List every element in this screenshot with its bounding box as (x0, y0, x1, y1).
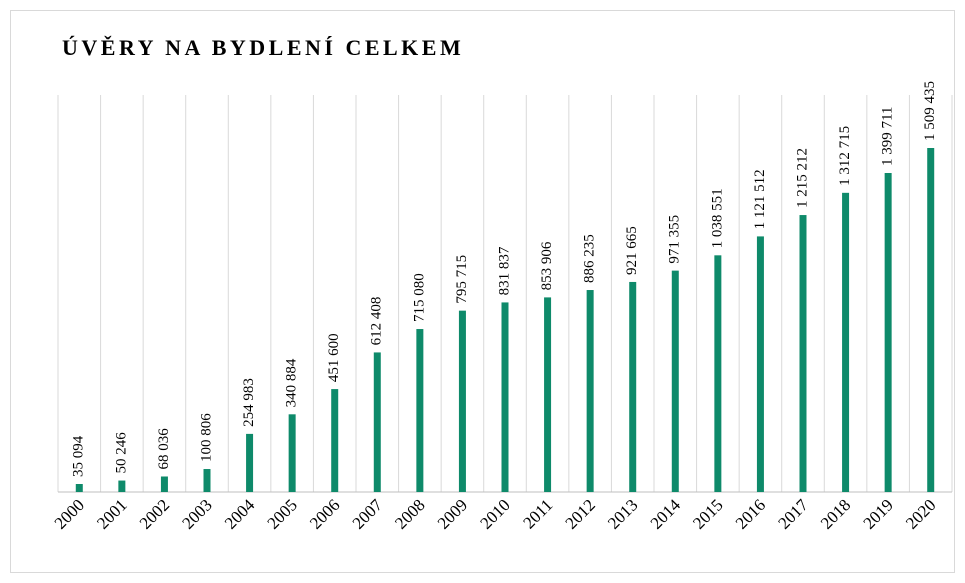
value-label: 831 837 (496, 246, 512, 295)
value-label: 1 312 715 (837, 126, 853, 186)
bar (118, 480, 126, 492)
value-label: 715 080 (411, 273, 427, 322)
bar (629, 281, 637, 492)
value-label: 1 399 711 (880, 107, 896, 166)
bar (501, 302, 509, 492)
x-tick-label: 2014 (647, 495, 685, 533)
bar (586, 290, 594, 492)
x-tick-label: 2016 (732, 495, 769, 532)
x-tick-label: 2008 (391, 495, 428, 532)
bar (927, 148, 935, 492)
value-label: 795 715 (454, 255, 470, 304)
value-label: 1 509 435 (922, 81, 938, 141)
bar (671, 270, 679, 492)
bar (714, 255, 722, 492)
bar (288, 414, 296, 492)
x-tick-label: 2012 (561, 495, 598, 532)
x-tick-label: 2009 (434, 495, 471, 532)
x-tick-label: 2006 (306, 495, 343, 532)
chart-title: ÚVĚRY NA BYDLENÍ CELKEM (62, 35, 464, 60)
value-label: 612 408 (369, 297, 385, 346)
value-label: 921 665 (624, 226, 640, 275)
value-label: 451 600 (326, 333, 342, 382)
bar (160, 476, 168, 492)
x-tick-label: 2015 (689, 495, 726, 532)
value-label: 35 094 (71, 435, 87, 477)
x-tick-label: 2020 (902, 495, 939, 532)
bar (331, 389, 339, 492)
x-tick-label: 2007 (349, 495, 387, 533)
value-label: 1 038 551 (709, 188, 725, 248)
x-tick-label: 2005 (263, 495, 300, 532)
bar (799, 215, 807, 492)
bar (373, 352, 381, 492)
bar (458, 310, 466, 492)
x-tick-label: 2004 (221, 495, 259, 533)
x-tick-label: 2002 (136, 495, 173, 532)
bar (75, 484, 83, 492)
value-label: 1 215 212 (794, 148, 810, 208)
x-tick-label: 2017 (774, 495, 812, 533)
value-label: 68 036 (156, 428, 172, 470)
value-label: 100 806 (198, 413, 214, 462)
value-label: 886 235 (582, 234, 598, 283)
x-tick-label: 2011 (519, 495, 556, 532)
chart-border (10, 10, 955, 573)
bar (246, 433, 254, 492)
value-label: 254 983 (241, 378, 257, 427)
x-tick-label: 2019 (859, 495, 896, 532)
x-tick-label: 2010 (476, 495, 513, 532)
bar (756, 236, 764, 492)
x-tick-label: 2000 (51, 495, 88, 532)
value-label: 50 246 (113, 432, 129, 474)
bar (884, 173, 892, 492)
value-label: 971 355 (667, 215, 683, 264)
x-tick-label: 2013 (604, 495, 641, 532)
value-label: 853 906 (539, 241, 555, 290)
bar (842, 192, 850, 492)
x-tick-label: 2003 (178, 495, 215, 532)
bar (544, 297, 552, 492)
bar (203, 469, 211, 492)
bar (416, 329, 424, 492)
value-label: 1 121 512 (752, 169, 768, 229)
x-tick-label: 2001 (93, 495, 130, 532)
value-label: 340 884 (284, 358, 300, 407)
x-tick-label: 2018 (817, 495, 854, 532)
